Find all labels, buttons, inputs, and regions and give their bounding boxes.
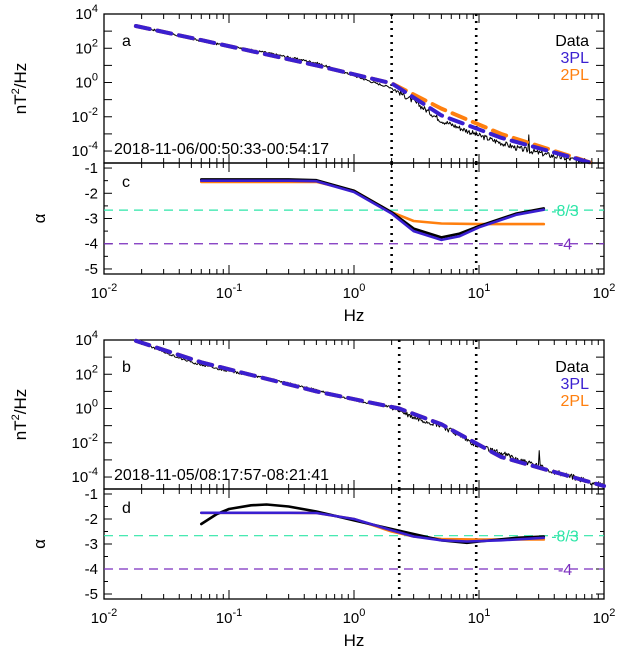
legend-entry: 3PL xyxy=(561,376,590,393)
x-tick-label: 101 xyxy=(468,607,491,627)
reference-label: -4 xyxy=(558,562,572,579)
y-tick-label: -3 xyxy=(85,536,98,553)
y-tick-label: -2 xyxy=(85,511,98,528)
legend-entry: 2PL xyxy=(561,67,590,84)
y-tick-label: -3 xyxy=(85,211,98,228)
reference-label: -8/3 xyxy=(551,203,579,220)
panel-label: d xyxy=(122,500,131,517)
x-tick-label: 10-2 xyxy=(91,607,117,627)
y-tick-label: -4 xyxy=(85,561,98,578)
panel-a: 10-4 10-2 100 102 104 nT2/Hz a 2018-11-06/00:50… xyxy=(10,3,605,165)
panel-label: a xyxy=(122,33,131,50)
y-tick-label: 104 xyxy=(75,329,98,349)
x-tick-label: 101 xyxy=(468,282,491,302)
x-axis-title: Hz xyxy=(344,631,365,650)
x-tick-label: 100 xyxy=(343,282,366,302)
series-3pl-line xyxy=(133,338,606,488)
plot-frame xyxy=(103,488,605,600)
x-tick-label: 100 xyxy=(343,607,366,627)
reference-label: -4 xyxy=(558,237,572,254)
legend-entry: 3PL xyxy=(561,50,590,67)
y-tick-label: 102 xyxy=(75,363,98,383)
panel-c: -1 -2 -3 -4 -5 α -8/3 -4 c 10-2 10-1 100 101 102 Hz xyxy=(30,160,615,325)
y-tick-label: 100 xyxy=(75,72,98,92)
panel-label: b xyxy=(122,359,131,376)
time-range-label: 2018-11-05/08:17:57-08:21:41 xyxy=(114,467,329,484)
y-axis-title: nT2/Hz xyxy=(10,389,30,440)
time-range-label: 2018-11-06/00:50:33-00:54:17 xyxy=(114,141,329,158)
x-tick-label: 102 xyxy=(593,282,616,302)
x-tick-label: 10-2 xyxy=(91,282,117,302)
panel-b: 10-4 10-2 100 102 104 nT2/Hz b 2018-11-05/08:17… xyxy=(10,329,606,490)
series-3pl-line xyxy=(133,24,594,165)
series-2pl-line xyxy=(200,511,546,541)
y-axis-title: nT2/Hz xyxy=(10,63,30,114)
series-3pl-line xyxy=(200,511,546,543)
plot-frame xyxy=(103,162,605,275)
y-axis-title: α xyxy=(30,539,49,549)
y-tick-label: -2 xyxy=(85,185,98,202)
y-tick-label: 102 xyxy=(75,37,98,57)
y-tick-label: 10-4 xyxy=(72,466,98,486)
series-data-line xyxy=(200,178,546,239)
x-tick-label: 10-1 xyxy=(216,607,242,627)
panel-label: c xyxy=(122,174,130,191)
x-tick-label: 10-1 xyxy=(216,282,242,302)
legend-entry: Data xyxy=(555,359,589,376)
y-tick-label: 100 xyxy=(75,398,98,418)
y-tick-label: -4 xyxy=(85,236,98,253)
y-tick-label: -1 xyxy=(85,486,98,503)
y-axis-title: α xyxy=(30,213,49,223)
y-tick-label: -5 xyxy=(85,261,98,278)
x-axis-title: Hz xyxy=(344,306,365,325)
legend-entry: 2PL xyxy=(561,393,590,410)
reference-label: -8/3 xyxy=(551,529,579,546)
y-tick-label: 10-4 xyxy=(72,140,98,160)
y-tick-label: 10-2 xyxy=(72,432,98,452)
series-3pl-line xyxy=(200,179,546,242)
y-tick-label: 104 xyxy=(75,3,98,23)
legend-entry: Data xyxy=(555,33,589,50)
y-tick-label: -5 xyxy=(85,586,98,603)
y-tick-label: 10-2 xyxy=(72,106,98,126)
y-tick-label: -1 xyxy=(85,160,98,177)
x-tick-label: 102 xyxy=(593,607,616,627)
panel-d: -1 -2 -3 -4 -5 α -8/3 -4 d 10-2 10-1 100 101 102 Hz xyxy=(30,486,615,650)
